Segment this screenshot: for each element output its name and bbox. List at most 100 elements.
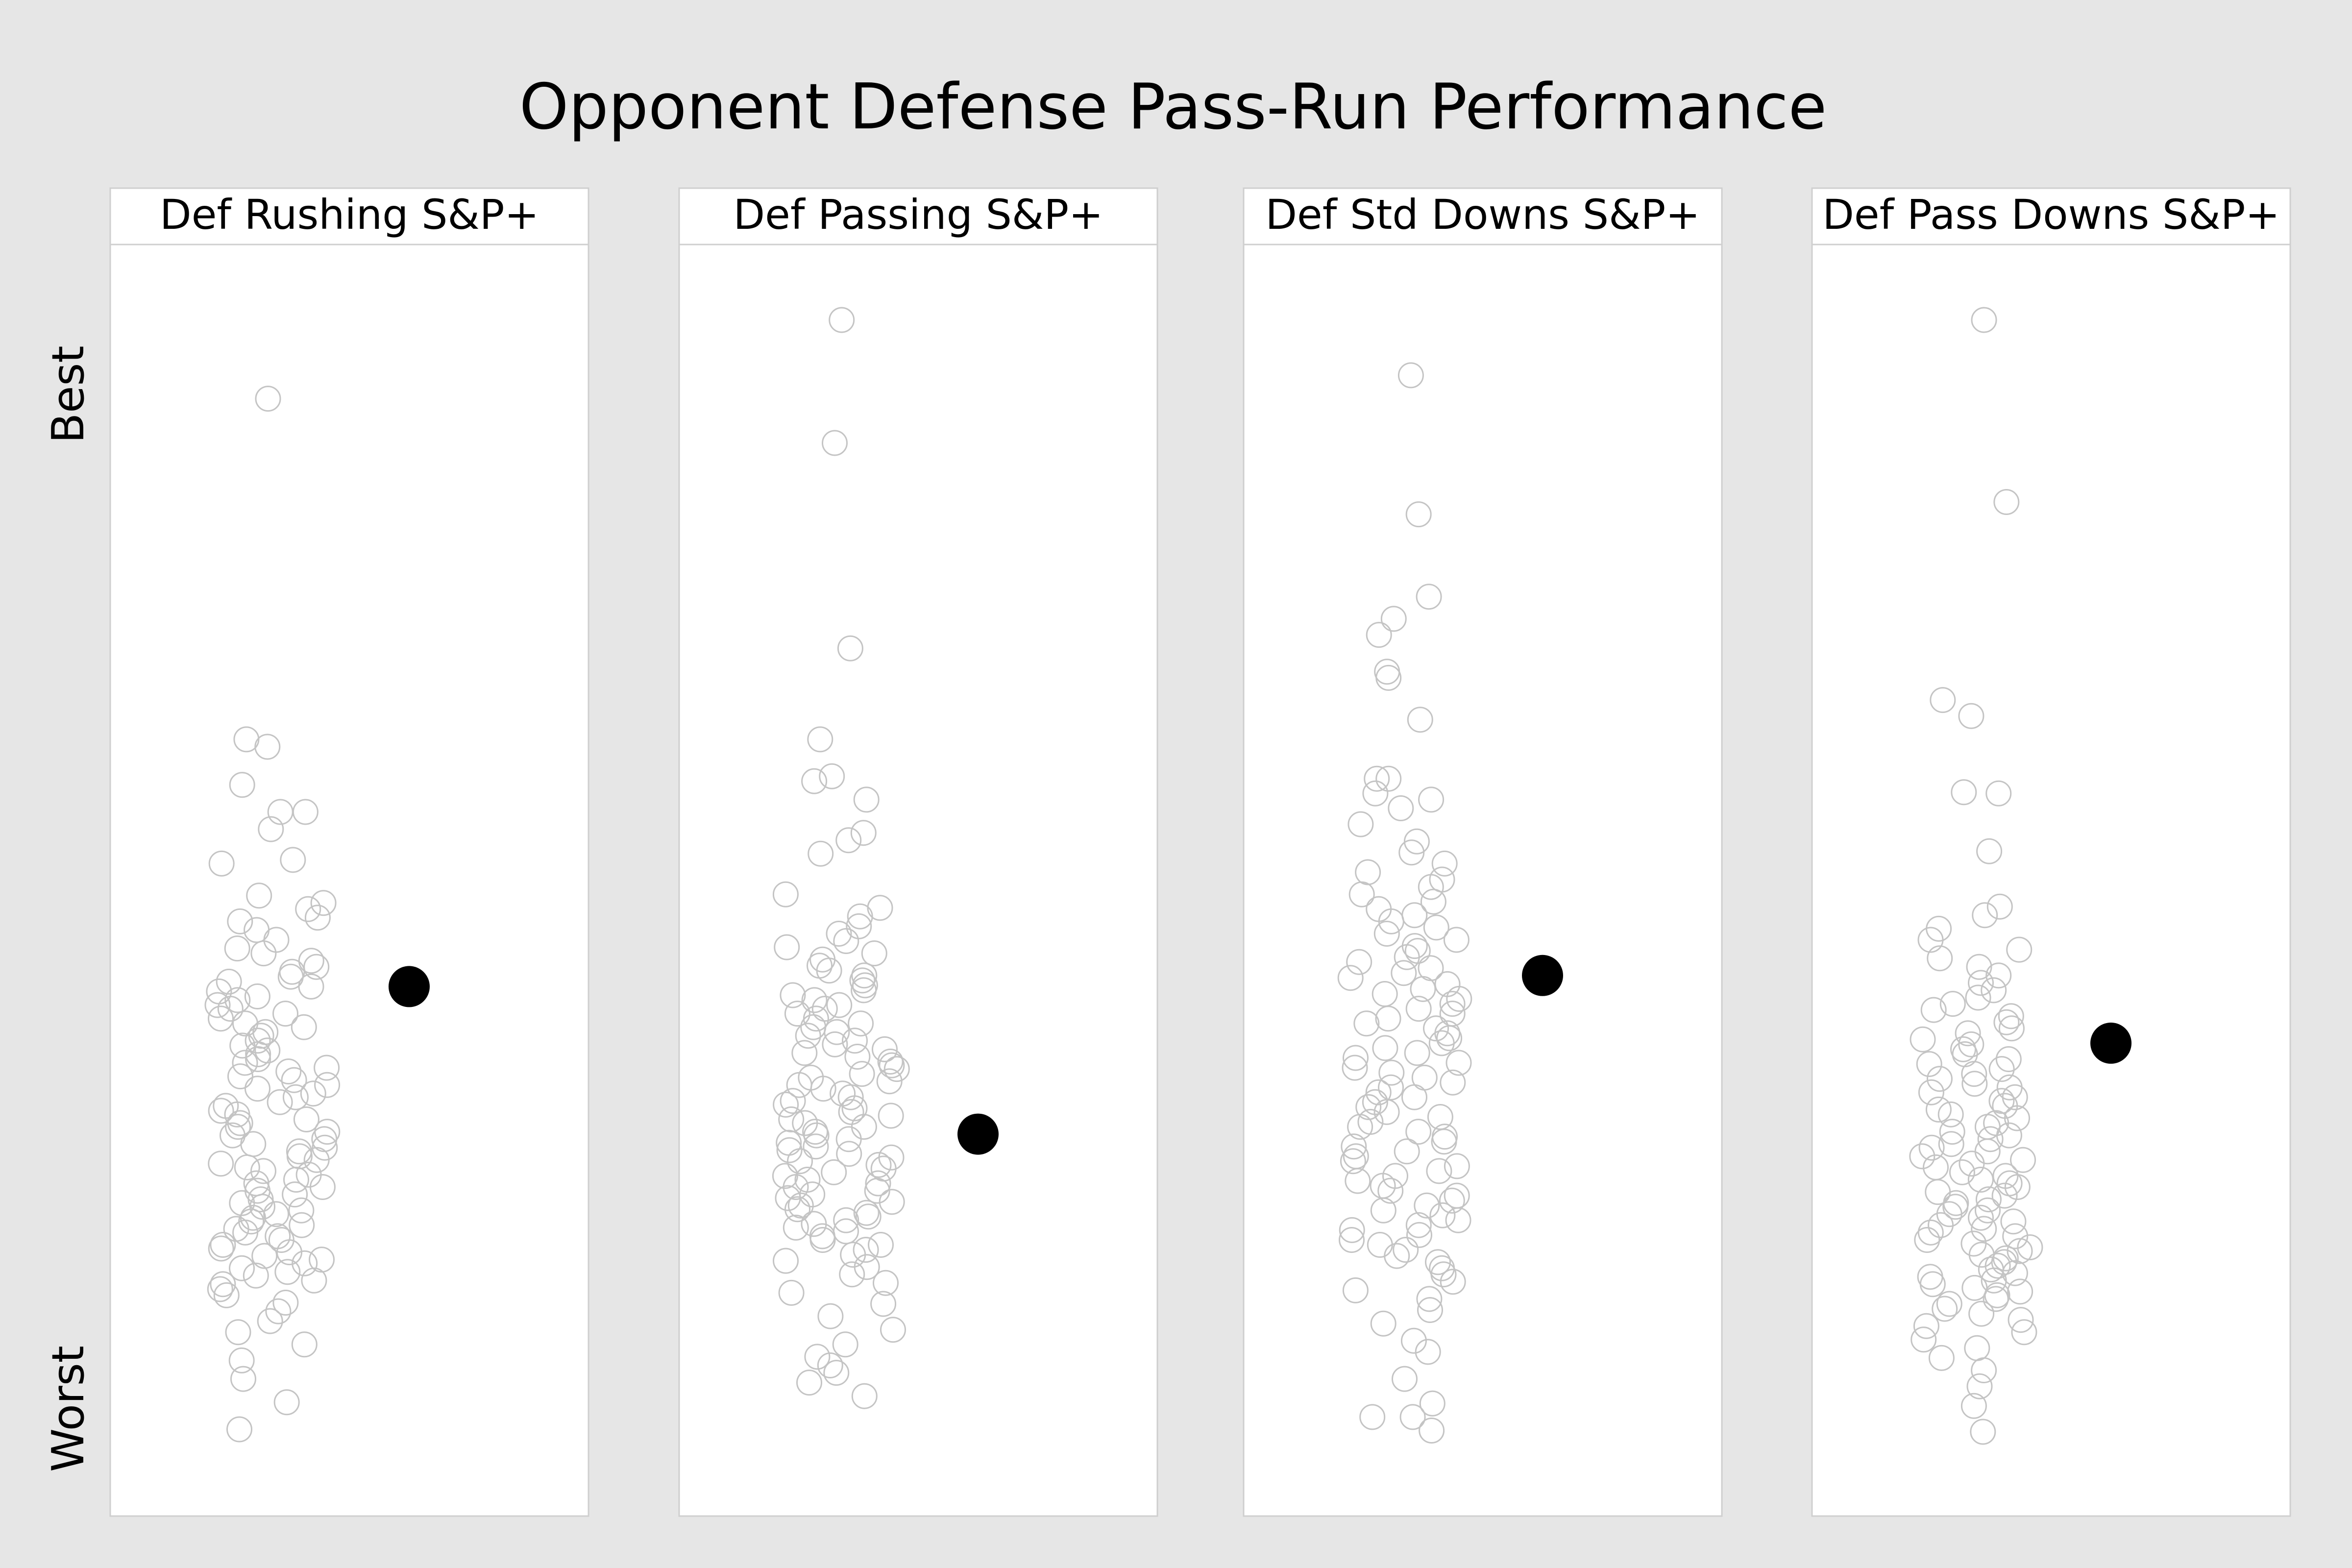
- panel-title: Def Rushing S&P+: [160, 191, 539, 239]
- data-point: [1377, 1177, 1404, 1204]
- data-point: [855, 1203, 882, 1230]
- data-point: [851, 1383, 878, 1409]
- data-point: [1942, 1194, 1969, 1220]
- data-point: [879, 1189, 905, 1215]
- data-point: [1346, 949, 1372, 975]
- data-point: [1998, 1003, 2024, 1029]
- data-point: [850, 820, 877, 846]
- data-point: [833, 1207, 859, 1233]
- data-point: [300, 1080, 326, 1107]
- data-point: [208, 850, 235, 877]
- data-point: [1970, 1419, 1996, 1445]
- data-point: [282, 1084, 309, 1110]
- data-point: [1985, 962, 2012, 989]
- data-point: [225, 1114, 251, 1140]
- data-point: [1961, 1061, 1987, 1087]
- data-point: [775, 1185, 801, 1211]
- data-point: [837, 1084, 864, 1110]
- data-point: [217, 996, 244, 1022]
- data-point: [1936, 1291, 1962, 1317]
- data-point: [226, 1416, 252, 1443]
- data-point: [1932, 1296, 1958, 1322]
- data-point: [1998, 1015, 2025, 1042]
- data-point: [224, 935, 250, 962]
- data-point: [1917, 927, 1944, 953]
- data-point: [303, 1147, 330, 1173]
- data-point: [2004, 1174, 2031, 1200]
- data-point: [251, 1243, 278, 1269]
- panel-points: [1337, 362, 1472, 1444]
- data-point: [298, 973, 324, 1000]
- data-point: [1405, 996, 1432, 1022]
- data-point: [263, 1201, 290, 1227]
- data-point: [255, 386, 281, 412]
- data-point: [1993, 1009, 2020, 1035]
- data-point: [1919, 1271, 1946, 1298]
- data-point: [1410, 976, 1436, 1002]
- data-point: [2002, 1223, 2029, 1250]
- data-point: [1996, 1122, 2022, 1149]
- data-point: [273, 1389, 300, 1416]
- data-point: [1439, 991, 1466, 1017]
- data-point: [250, 940, 277, 967]
- data-point: [1375, 664, 1402, 691]
- data-point: [854, 1254, 880, 1280]
- data-point: [2017, 1234, 2043, 1260]
- data-point: [1397, 362, 1424, 389]
- data-point: [1340, 1148, 1366, 1175]
- panel-title: Def Std Downs S&P+: [1265, 191, 1700, 239]
- data-point: [872, 1036, 898, 1062]
- data-point: [245, 1076, 270, 1102]
- data-point: [804, 1344, 831, 1370]
- data-point: [245, 1046, 271, 1072]
- data-point: [282, 1181, 308, 1208]
- data-point: [1394, 1138, 1420, 1165]
- data-point: [1967, 1167, 1994, 1193]
- data-point: [1431, 1128, 1457, 1155]
- data-point: [1373, 1099, 1400, 1125]
- data-point: [246, 882, 272, 909]
- data-point: [1372, 1035, 1398, 1061]
- data-point: [853, 786, 880, 813]
- data-point: [1955, 1020, 1981, 1047]
- data-point: [1378, 1074, 1404, 1101]
- data-point: [1918, 1079, 1944, 1105]
- data-point: [267, 1089, 293, 1115]
- data-point: [243, 1262, 269, 1289]
- data-point: [835, 1126, 862, 1152]
- data-point: [314, 1054, 340, 1081]
- data-point: [208, 1005, 234, 1032]
- data-point: [1348, 811, 1374, 837]
- data-point: [229, 772, 255, 798]
- data-point: [807, 726, 833, 753]
- data-point: [1388, 795, 1414, 821]
- data-point: [1347, 1114, 1373, 1140]
- data-point: [304, 905, 331, 931]
- data-point: [1913, 1313, 1939, 1339]
- data-point: [1937, 1101, 1964, 1127]
- data-point: [268, 1227, 294, 1253]
- panel-points: [772, 307, 910, 1409]
- data-point: [245, 1028, 271, 1054]
- data-point: [227, 1063, 253, 1090]
- data-point: [816, 957, 842, 984]
- data-point: [876, 1068, 903, 1095]
- data-point: [1353, 1010, 1380, 1037]
- data-point: [2000, 1208, 2027, 1235]
- highlighted-team-point: [1522, 955, 1563, 996]
- data-point: [298, 948, 324, 974]
- data-point: [1960, 1393, 1987, 1419]
- data-point: [861, 940, 887, 967]
- data-point: [1971, 1357, 1997, 1383]
- data-point: [1958, 703, 1984, 729]
- data-point: [303, 954, 330, 980]
- data-point: [835, 827, 862, 854]
- data-point: [1366, 622, 1392, 648]
- data-point: [249, 1194, 275, 1220]
- highlighted-team-point: [957, 1113, 999, 1155]
- data-point: [776, 1137, 803, 1163]
- data-point: [1343, 1045, 1369, 1071]
- data-point: [1391, 960, 1417, 986]
- data-point: [791, 1040, 818, 1066]
- data-point: [1985, 780, 2012, 807]
